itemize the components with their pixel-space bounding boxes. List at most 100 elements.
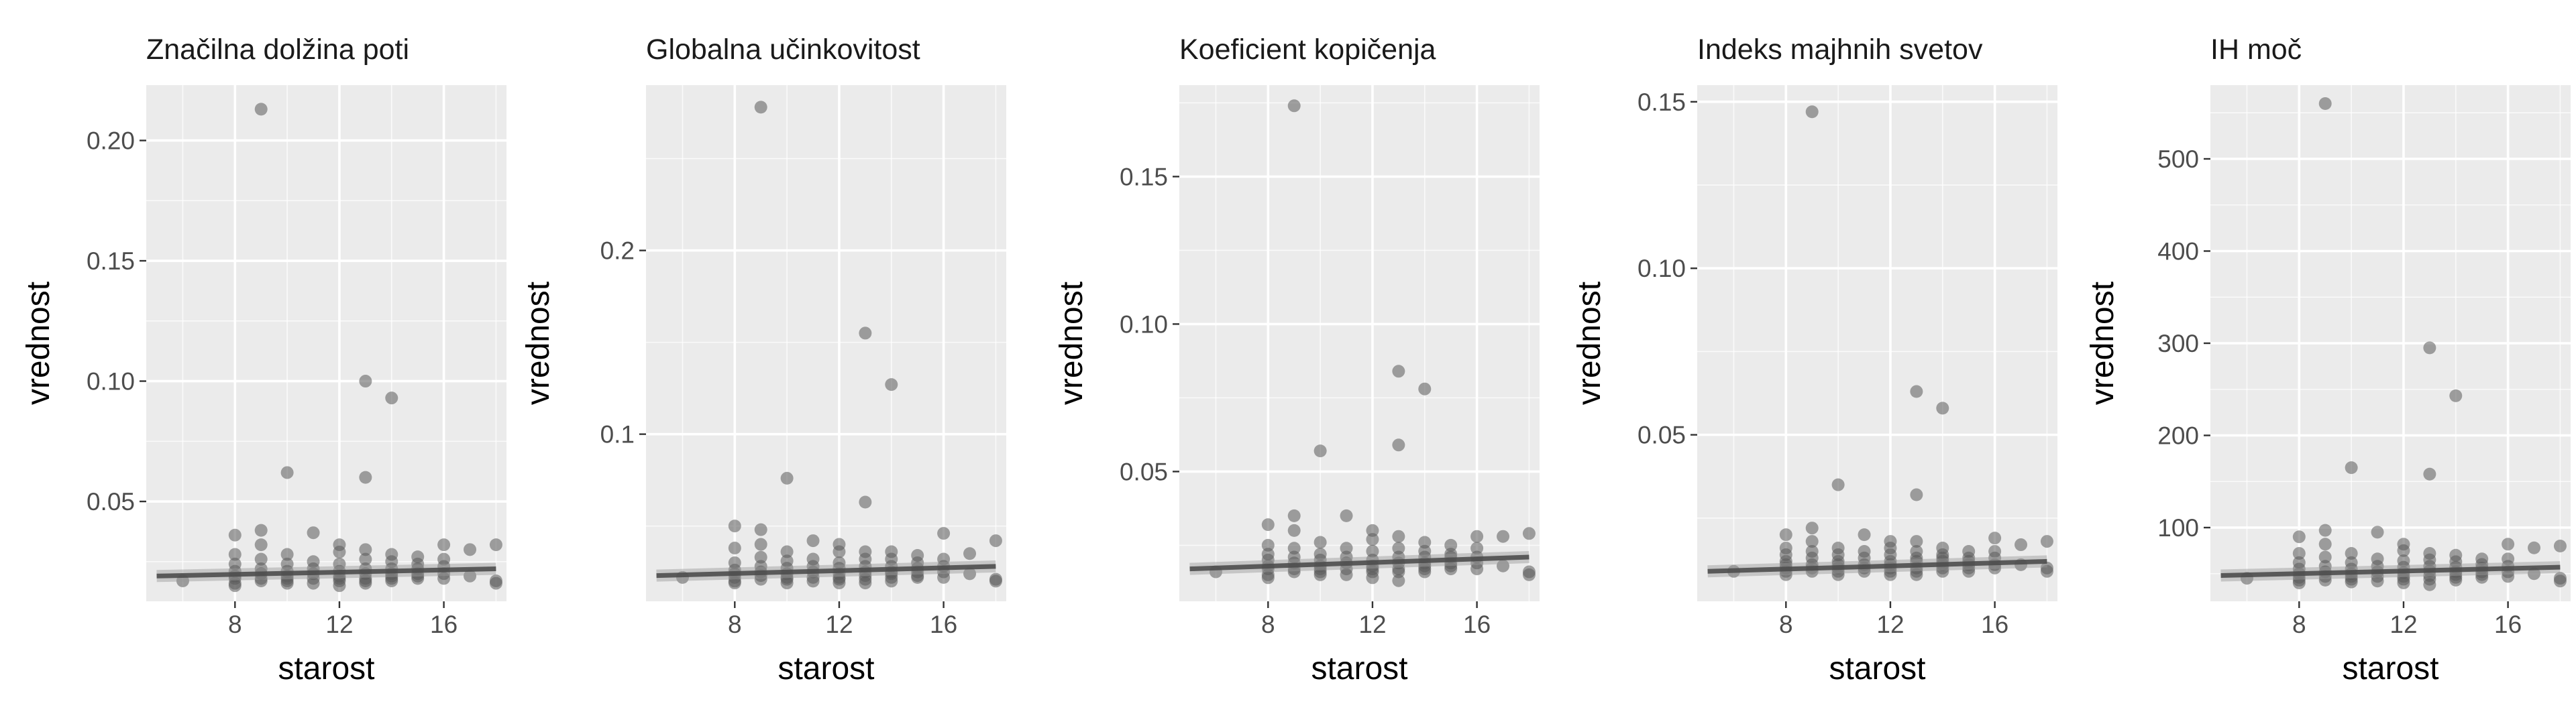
y-tick-label: 100 xyxy=(2157,514,2199,542)
y-axis-title: vrednost xyxy=(521,282,556,405)
plot-background xyxy=(1697,85,2057,601)
x-tick-label: 12 xyxy=(825,611,853,638)
x-tick-label: 16 xyxy=(930,611,957,638)
data-point xyxy=(1779,528,1792,542)
data-point xyxy=(359,577,372,590)
chart-panel-3: 8 12 16 0.05 0.10 0.15 Koeficient kopičenja sta… xyxy=(1054,34,1540,686)
data-point xyxy=(254,524,268,537)
data-point xyxy=(359,552,372,566)
data-point xyxy=(1313,568,1327,581)
data-point xyxy=(2015,538,2028,552)
data-point xyxy=(437,572,451,585)
y-tick-label: 0.05 xyxy=(1120,458,1168,485)
data-point xyxy=(1340,542,1353,555)
x-tick-label: 12 xyxy=(1876,611,1904,638)
data-point xyxy=(2475,570,2489,584)
data-point xyxy=(1287,565,1301,579)
data-point xyxy=(2318,550,2332,564)
data-point xyxy=(2371,575,2384,588)
y-axis-title: vrednost xyxy=(2085,282,2121,405)
x-axis-title: starost xyxy=(1829,651,1925,686)
x-tick-label: 8 xyxy=(228,611,242,638)
data-point xyxy=(1988,532,2002,545)
data-point xyxy=(806,534,820,548)
y-axis-title: vrednost xyxy=(21,282,56,405)
data-point xyxy=(280,466,294,479)
y-tick-label: 0.15 xyxy=(1120,163,1168,190)
y-tick-label: 300 xyxy=(2157,330,2199,357)
data-point xyxy=(1936,564,1949,578)
data-point xyxy=(780,471,794,485)
data-point xyxy=(359,375,372,388)
data-point xyxy=(254,574,268,587)
x-tick-label: 8 xyxy=(2292,611,2306,638)
data-point xyxy=(806,575,820,588)
data-point xyxy=(1418,536,1432,549)
data-point xyxy=(333,545,346,558)
x-tick-label: 8 xyxy=(1261,611,1275,638)
y-tick-label: 500 xyxy=(2157,145,2199,173)
data-point xyxy=(1522,527,1536,540)
data-point xyxy=(1470,530,1484,543)
data-point xyxy=(833,545,846,558)
data-point xyxy=(2397,544,2410,557)
data-point xyxy=(2423,467,2436,481)
data-point xyxy=(963,547,977,560)
data-point xyxy=(2502,570,2515,583)
data-point xyxy=(489,577,502,590)
data-point xyxy=(1261,538,1275,552)
data-point xyxy=(307,577,320,590)
trend-line xyxy=(156,566,496,579)
data-point xyxy=(1366,571,1379,585)
data-point xyxy=(254,552,268,566)
data-point xyxy=(464,543,477,556)
x-tick-label: 16 xyxy=(1981,611,2008,638)
data-point xyxy=(1418,382,1432,396)
y-tick-label: 0.15 xyxy=(1638,88,1686,116)
x-tick-label: 8 xyxy=(728,611,742,638)
data-point xyxy=(2292,577,2306,589)
data-point xyxy=(859,495,872,509)
data-point xyxy=(1444,538,1458,552)
data-point xyxy=(2292,547,2306,560)
y-tick-label: 0.05 xyxy=(1638,422,1686,449)
data-point xyxy=(1779,568,1792,581)
data-point xyxy=(859,577,872,590)
data-point xyxy=(2292,530,2306,544)
data-point xyxy=(1910,535,1923,548)
data-point xyxy=(728,520,741,533)
x-tick-label: 16 xyxy=(1463,611,1491,638)
data-point xyxy=(254,538,268,552)
x-tick-label: 12 xyxy=(325,611,353,638)
data-point xyxy=(2345,575,2358,589)
data-point xyxy=(885,378,898,391)
data-point xyxy=(833,577,846,590)
data-point xyxy=(2318,538,2332,551)
data-point xyxy=(754,523,767,536)
data-point xyxy=(2528,567,2541,581)
data-point xyxy=(2502,538,2515,551)
data-point xyxy=(2449,389,2463,402)
data-point xyxy=(1522,568,1536,581)
data-point xyxy=(1287,524,1301,537)
data-point xyxy=(1392,530,1405,543)
data-point xyxy=(2318,97,2332,110)
x-tick-label: 12 xyxy=(1358,611,1386,638)
x-axis-title: starost xyxy=(278,651,374,686)
data-point xyxy=(728,577,741,590)
panel-title: Globalna učinkovitost xyxy=(646,34,920,66)
data-point xyxy=(280,577,294,590)
data-point xyxy=(359,543,372,556)
data-point xyxy=(1962,564,1976,578)
data-point xyxy=(1936,402,1949,415)
x-axis-title: starost xyxy=(1311,651,1407,686)
plot-background xyxy=(1179,85,1540,601)
data-point xyxy=(2553,540,2567,552)
data-point xyxy=(1831,568,1845,581)
data-point xyxy=(754,550,767,564)
y-tick-label: 0.20 xyxy=(87,127,135,155)
x-tick-label: 8 xyxy=(1779,611,1793,638)
data-point xyxy=(2345,461,2358,475)
data-point xyxy=(2528,541,2541,554)
